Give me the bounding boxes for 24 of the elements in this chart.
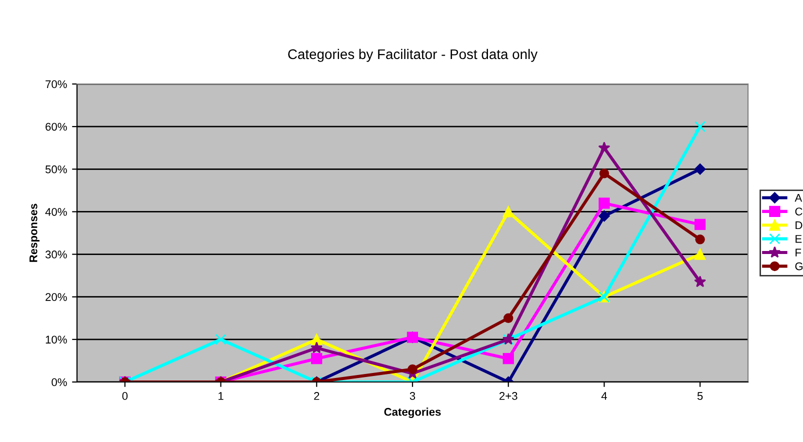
x-axis-title: Categories [384,408,441,418]
x-tick-label: 1 [218,392,224,400]
y-tick-label: 40% [45,208,67,216]
x-tick-label: 4 [601,392,607,400]
y-tick-label: 60% [46,122,67,131]
x-tick-label: 2+3 [499,392,518,400]
x-tick-label: 2 [314,392,320,400]
y-tick-label: 20% [46,293,67,301]
y-tick-label: 0% [52,378,67,386]
y-tick-label: 50% [45,165,67,174]
x-tick-label: 5 [697,392,703,400]
x-tick-label: 0 [122,392,128,400]
legend-label: F [796,248,802,256]
x-tick-label: 3 [410,392,416,400]
y-tick-label: 30% [45,250,67,258]
y-tick-label: 70% [46,80,67,88]
legend-label: D [796,221,802,230]
legend-label: A [794,194,802,202]
legend-label: E [796,235,802,243]
legend-label: G [795,262,803,270]
chart-title: Categories by Facilitator - Post data only [288,48,538,62]
y-axis-title: Responses [30,204,40,262]
y-tick-label: 10% [46,336,67,344]
legend-label: C [795,208,802,216]
